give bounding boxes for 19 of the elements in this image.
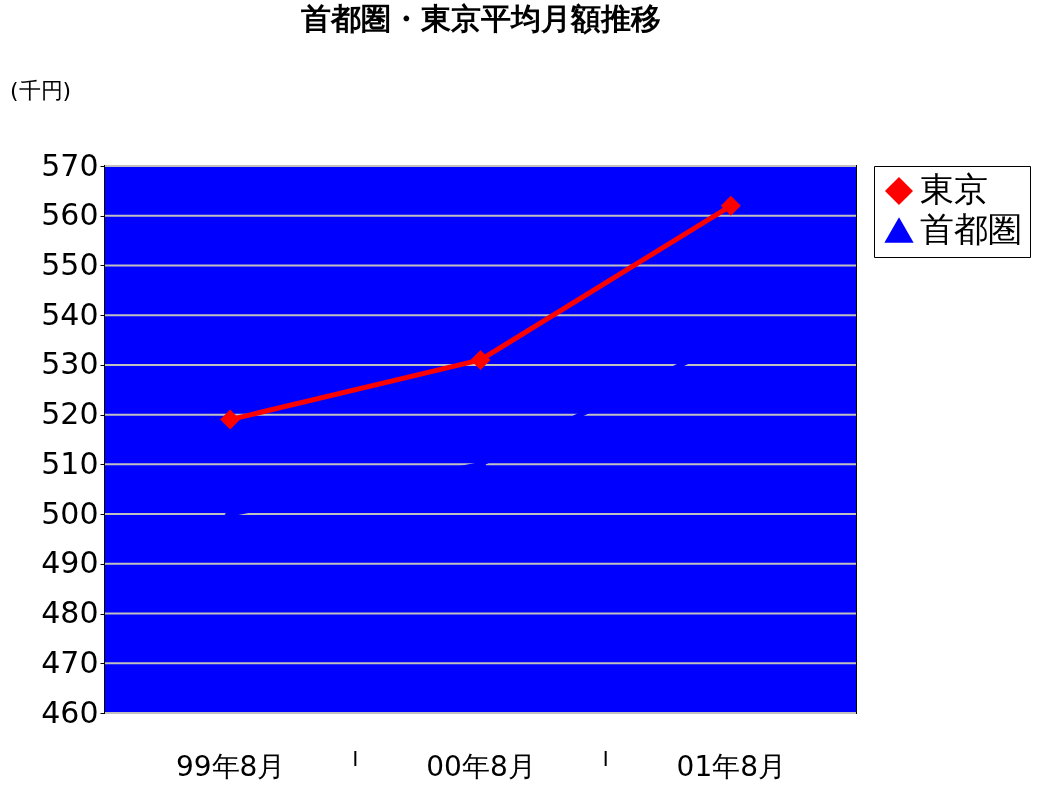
- y-tick-label: 560: [41, 197, 99, 233]
- x-tick-label: 99年8月: [175, 749, 286, 783]
- y-tick-label: 480: [41, 595, 99, 631]
- y-tick-label: 500: [41, 495, 99, 531]
- y-tick-label: 460: [41, 694, 99, 730]
- y-tick-label: 540: [41, 296, 99, 332]
- legend-label: 東京: [920, 169, 988, 209]
- x-tick-label: 01年8月: [676, 749, 787, 783]
- y-tick-label: 570: [41, 147, 99, 183]
- x-tick-label: 00年8月: [426, 749, 536, 783]
- y-axis-title: (千円): [10, 78, 72, 103]
- y-tick-label: 530: [41, 346, 99, 382]
- y-tick-label: 510: [41, 445, 99, 481]
- y-tick-label: 550: [41, 246, 99, 282]
- y-tick-label: 470: [41, 644, 99, 680]
- y-tick-label: 490: [41, 545, 99, 581]
- legend-label: 首都圏: [920, 209, 1022, 249]
- y-tick-label: 520: [41, 396, 99, 432]
- chart-title: 首都圏・東京平均月額推移: [300, 1, 661, 36]
